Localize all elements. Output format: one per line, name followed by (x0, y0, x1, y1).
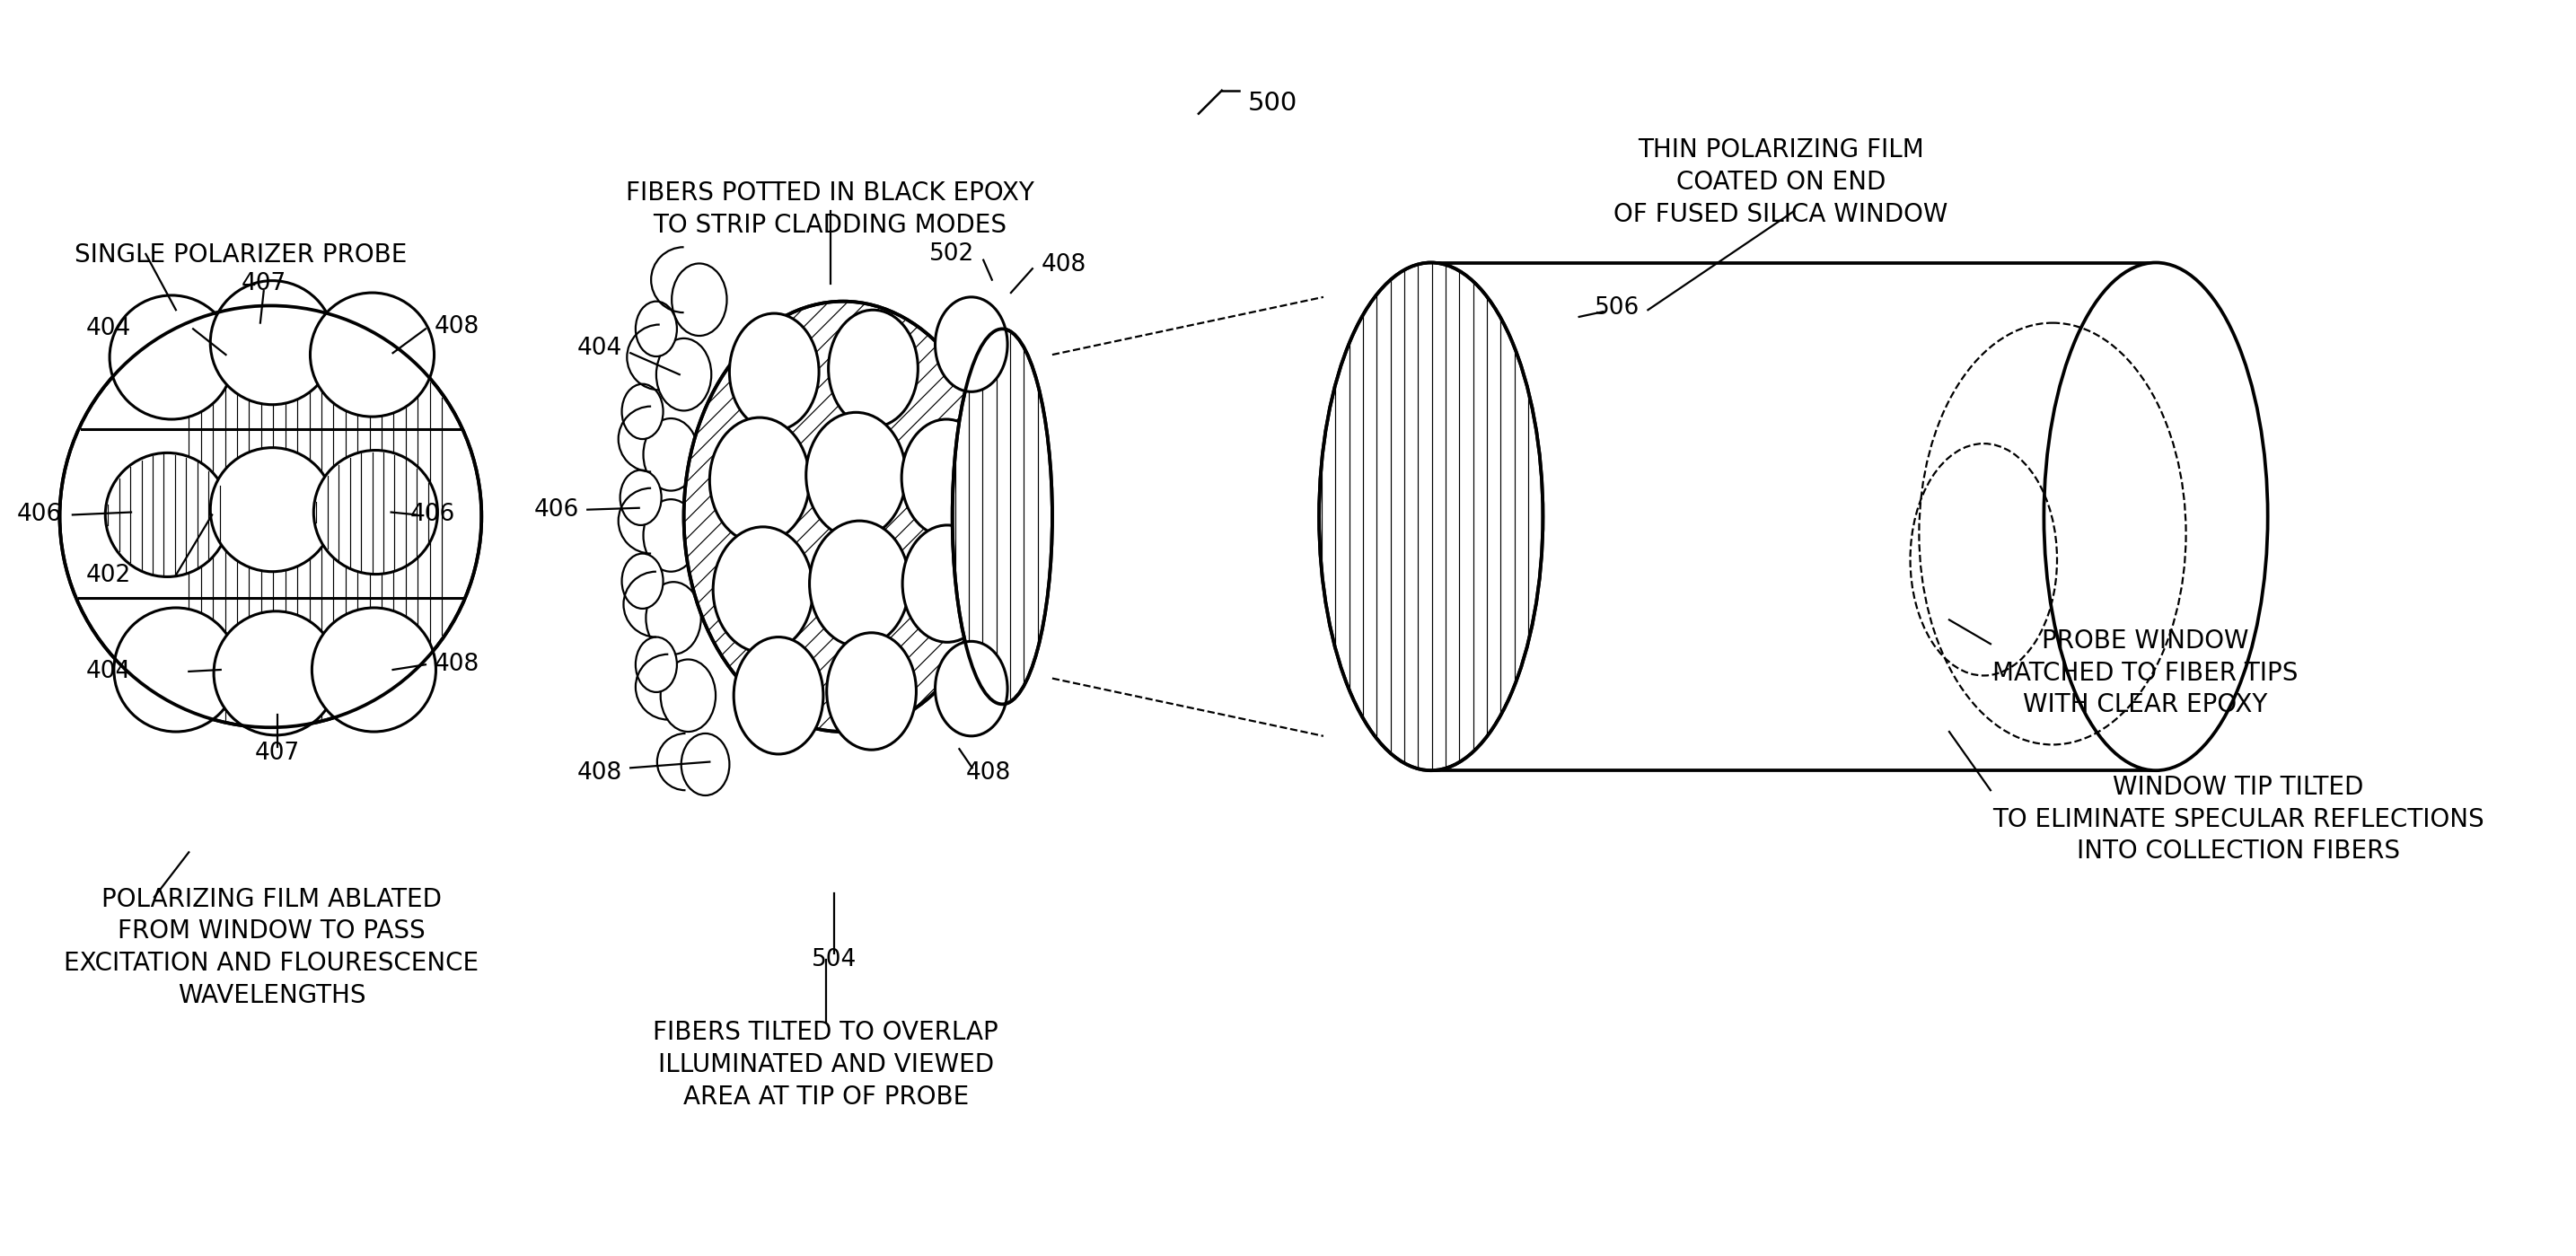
Text: 408: 408 (1041, 254, 1087, 276)
Ellipse shape (621, 554, 662, 609)
Text: 406: 406 (18, 504, 62, 526)
Text: 502: 502 (930, 242, 974, 266)
Text: 408: 408 (435, 653, 479, 676)
Text: 500: 500 (1247, 90, 1298, 116)
Ellipse shape (734, 637, 824, 754)
Ellipse shape (935, 296, 1007, 392)
Ellipse shape (829, 310, 917, 427)
Text: 407: 407 (242, 273, 286, 296)
Ellipse shape (935, 642, 1007, 736)
Text: 504: 504 (811, 948, 858, 971)
Text: 408: 408 (966, 761, 1012, 785)
Ellipse shape (902, 420, 992, 536)
Text: POLARIZING FILM ABLATED
FROM WINDOW TO PASS
EXCITATION AND FLOURESCENCE
WAVELENG: POLARIZING FILM ABLATED FROM WINDOW TO P… (64, 887, 479, 1009)
Text: FIBERS POTTED IN BLACK EPOXY
TO STRIP CLADDING MODES: FIBERS POTTED IN BLACK EPOXY TO STRIP CL… (626, 181, 1036, 239)
Circle shape (113, 608, 237, 732)
Circle shape (211, 447, 335, 571)
Ellipse shape (1319, 263, 1543, 770)
Ellipse shape (680, 734, 729, 795)
Text: FIBERS TILTED TO OVERLAP
ILLUMINATED AND VIEWED
AREA AT TIP OF PROBE: FIBERS TILTED TO OVERLAP ILLUMINATED AND… (654, 1020, 999, 1109)
Circle shape (111, 295, 234, 420)
Text: 406: 406 (533, 497, 580, 521)
Circle shape (106, 453, 229, 577)
Ellipse shape (636, 301, 677, 357)
Ellipse shape (657, 338, 711, 411)
Ellipse shape (714, 526, 814, 653)
Text: PROBE WINDOW
MATCHED TO FIBER TIPS
WITH CLEAR EPOXY: PROBE WINDOW MATCHED TO FIBER TIPS WITH … (1991, 628, 2298, 717)
Ellipse shape (902, 525, 992, 642)
Text: 408: 408 (577, 761, 621, 785)
Text: 406: 406 (410, 504, 456, 526)
Circle shape (211, 280, 335, 404)
Text: SINGLE POLARIZER PROBE: SINGLE POLARIZER PROBE (75, 242, 407, 268)
Ellipse shape (729, 314, 819, 431)
Circle shape (214, 612, 337, 735)
Circle shape (312, 608, 435, 732)
Circle shape (59, 305, 482, 727)
Ellipse shape (621, 384, 662, 440)
Ellipse shape (659, 659, 716, 732)
Text: WINDOW TIP TILTED
TO ELIMINATE SPECULAR REFLECTIONS
INTO COLLECTION FIBERS: WINDOW TIP TILTED TO ELIMINATE SPECULAR … (1991, 775, 2483, 864)
Text: 408: 408 (435, 315, 479, 339)
Ellipse shape (2043, 263, 2267, 770)
Text: 407: 407 (255, 741, 299, 765)
Ellipse shape (647, 582, 701, 654)
Text: 404: 404 (577, 337, 621, 360)
Ellipse shape (644, 500, 698, 571)
Circle shape (314, 450, 438, 574)
Ellipse shape (827, 633, 917, 750)
Text: THIN POLARIZING FILM
COATED ON END
OF FUSED SILICA WINDOW: THIN POLARIZING FILM COATED ON END OF FU… (1613, 138, 1947, 227)
Text: 404: 404 (85, 318, 131, 340)
Ellipse shape (708, 417, 809, 543)
Ellipse shape (806, 412, 907, 538)
Text: 402: 402 (85, 564, 131, 587)
Ellipse shape (644, 418, 698, 491)
Ellipse shape (621, 470, 662, 525)
Ellipse shape (953, 329, 1051, 705)
Ellipse shape (809, 521, 909, 647)
Text: 506: 506 (1595, 296, 1641, 320)
Text: 404: 404 (85, 659, 131, 683)
Circle shape (309, 293, 435, 417)
Ellipse shape (672, 264, 726, 335)
Ellipse shape (636, 637, 677, 692)
Ellipse shape (683, 301, 1002, 732)
